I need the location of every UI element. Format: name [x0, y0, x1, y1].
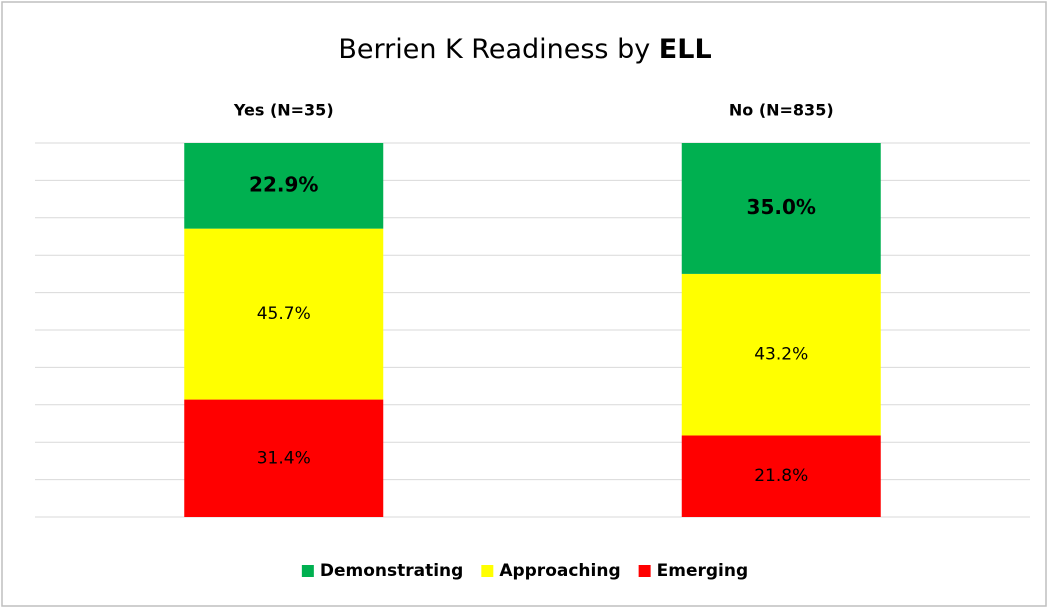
value-label: 31.4% — [257, 448, 311, 468]
legend-swatch — [638, 565, 651, 577]
bar-segment — [184, 143, 384, 229]
value-label: 35.0% — [747, 195, 816, 219]
value-label: 43.2% — [754, 345, 808, 365]
title-emphasis: ELL — [659, 34, 712, 65]
category-label: No (N=835) — [729, 101, 834, 120]
chart-title: Berrien K Readiness by ELL — [338, 34, 711, 65]
bar-segment — [184, 228, 384, 400]
bar-segment — [681, 273, 881, 436]
legend-label: Demonstrating — [320, 561, 463, 581]
value-label: 21.8% — [754, 466, 808, 486]
value-label: 45.7% — [257, 304, 311, 324]
bar-segment — [681, 435, 881, 517]
bar-segment — [184, 399, 384, 517]
title-text: Berrien K Readiness by — [338, 34, 650, 65]
value-label: 22.9% — [249, 172, 318, 196]
legend-swatch — [301, 565, 314, 577]
bar-segment — [681, 143, 881, 274]
legend-label: Approaching — [499, 561, 620, 581]
legend-swatch — [481, 565, 494, 577]
legend-label: Emerging — [657, 561, 749, 581]
category-label: Yes (N=35) — [233, 101, 334, 120]
